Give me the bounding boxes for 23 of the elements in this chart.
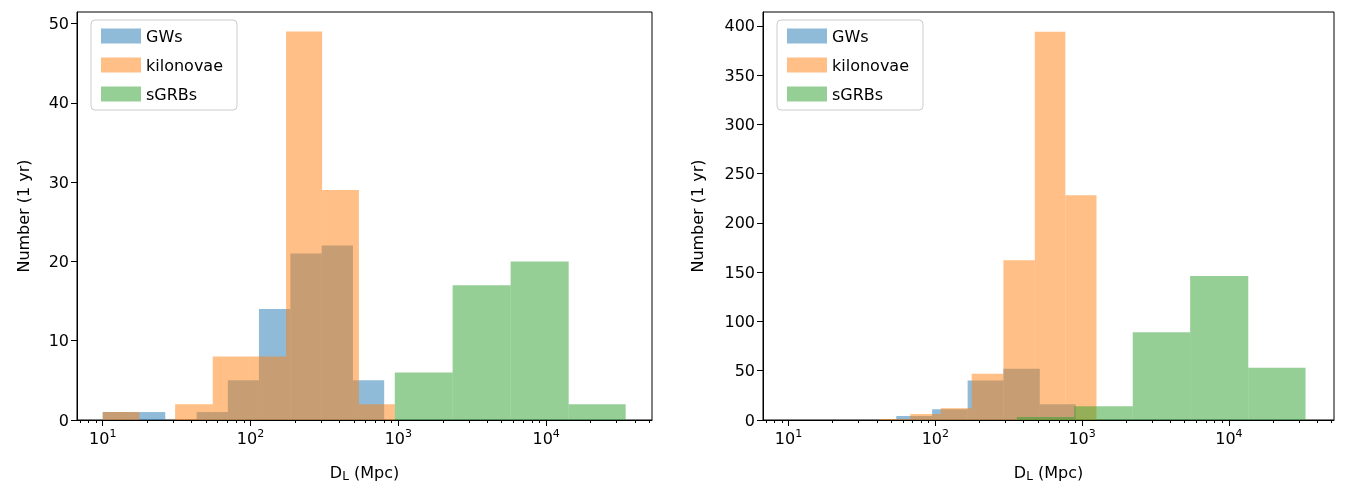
y-tick-label: 250 xyxy=(724,164,755,184)
y-tick-label: 400 xyxy=(724,16,755,36)
y-tick-label: 0 xyxy=(744,410,755,430)
y-axis-title: Number (1 yr) xyxy=(687,159,707,273)
y-tick-label: 200 xyxy=(724,213,755,233)
legend-label: kilonovae xyxy=(832,55,909,75)
legend-label: kilonovae xyxy=(146,55,223,75)
y-tick-label: 30 xyxy=(48,172,69,192)
legend-label: GWs xyxy=(146,26,183,46)
y-tick-label: 300 xyxy=(724,114,755,134)
y-tick-label: 50 xyxy=(48,14,69,33)
y-tick-label: 40 xyxy=(48,93,69,113)
legend-label: GWs xyxy=(832,26,869,46)
y-tick-label: 350 xyxy=(724,65,755,85)
y-tick-label: 0 xyxy=(58,410,69,430)
y-tick-label: 20 xyxy=(48,251,69,271)
y-axis-title: Number (1 yr) xyxy=(13,159,33,273)
legend-label: sGRBs xyxy=(146,84,198,104)
y-tick-label: 50 xyxy=(734,361,755,381)
y-tick-label: 150 xyxy=(724,262,755,282)
legend-label: sGRBs xyxy=(832,84,884,104)
y-tick-label: 10 xyxy=(48,331,69,351)
y-tick-label: 100 xyxy=(724,311,755,331)
